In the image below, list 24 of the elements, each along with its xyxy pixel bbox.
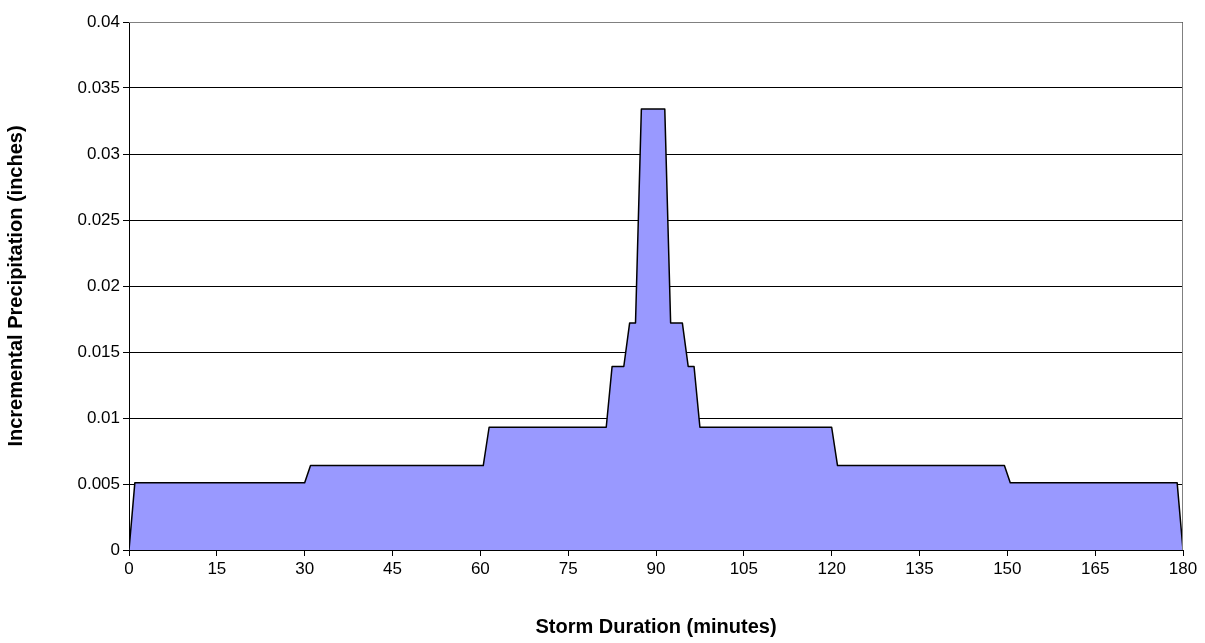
x-tick-label: 165: [1080, 558, 1110, 578]
x-tick-label: 15: [207, 558, 227, 578]
y-tick-label: 0.02: [86, 275, 120, 295]
x-tick-label: 0: [124, 558, 134, 578]
y-tick-label: 0: [110, 539, 120, 559]
y-tick-label: 0.025: [77, 209, 120, 229]
x-tick-label: 60: [470, 558, 490, 578]
y-tick-label: 0.035: [77, 77, 120, 97]
y-axis-title: Incremental Precipitation (inches): [3, 125, 26, 447]
x-tick-label: 105: [729, 558, 759, 578]
x-tick-label: 45: [383, 558, 402, 578]
y-tick-label: 0.04: [86, 11, 120, 31]
x-tick-label: 180: [1168, 558, 1198, 578]
y-tick-label: 0.01: [86, 407, 120, 427]
x-axis-title: Storm Duration (minutes): [535, 614, 777, 637]
x-tick-label: 135: [905, 558, 934, 578]
y-tick-label: 0.005: [77, 473, 120, 493]
x-tick-label: 30: [295, 558, 315, 578]
x-tick-label: 75: [558, 558, 578, 578]
y-tick-label: 0.015: [77, 341, 120, 361]
y-tick-label: 0.03: [86, 143, 120, 163]
x-tick-label: 150: [993, 558, 1022, 578]
x-tick-label: 120: [817, 558, 846, 578]
x-tick-label: 90: [646, 558, 666, 578]
